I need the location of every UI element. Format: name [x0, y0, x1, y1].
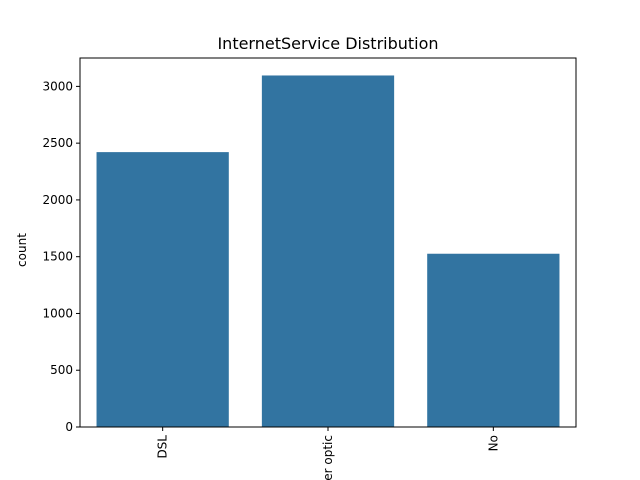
x-tick-label: No [486, 435, 500, 451]
bar-fiber-optic [261, 75, 395, 427]
chart-title: InternetService Distribution [217, 34, 438, 53]
y-tick-label: 0 [65, 420, 73, 434]
y-tick-label: 1000 [42, 306, 73, 320]
y-tick-label: 3000 [42, 79, 73, 93]
y-tick-label: 2000 [42, 193, 73, 207]
y-tick-label: 1500 [42, 250, 73, 264]
y-axis-label: count [15, 233, 29, 267]
x-tick-label: Fiber optic [321, 435, 335, 480]
y-tick-label: 2500 [42, 136, 73, 150]
y-tick-label: 500 [50, 363, 73, 377]
x-tick-label: DSL [156, 435, 170, 459]
bar-no [427, 253, 560, 427]
bar-dsl [96, 152, 229, 427]
